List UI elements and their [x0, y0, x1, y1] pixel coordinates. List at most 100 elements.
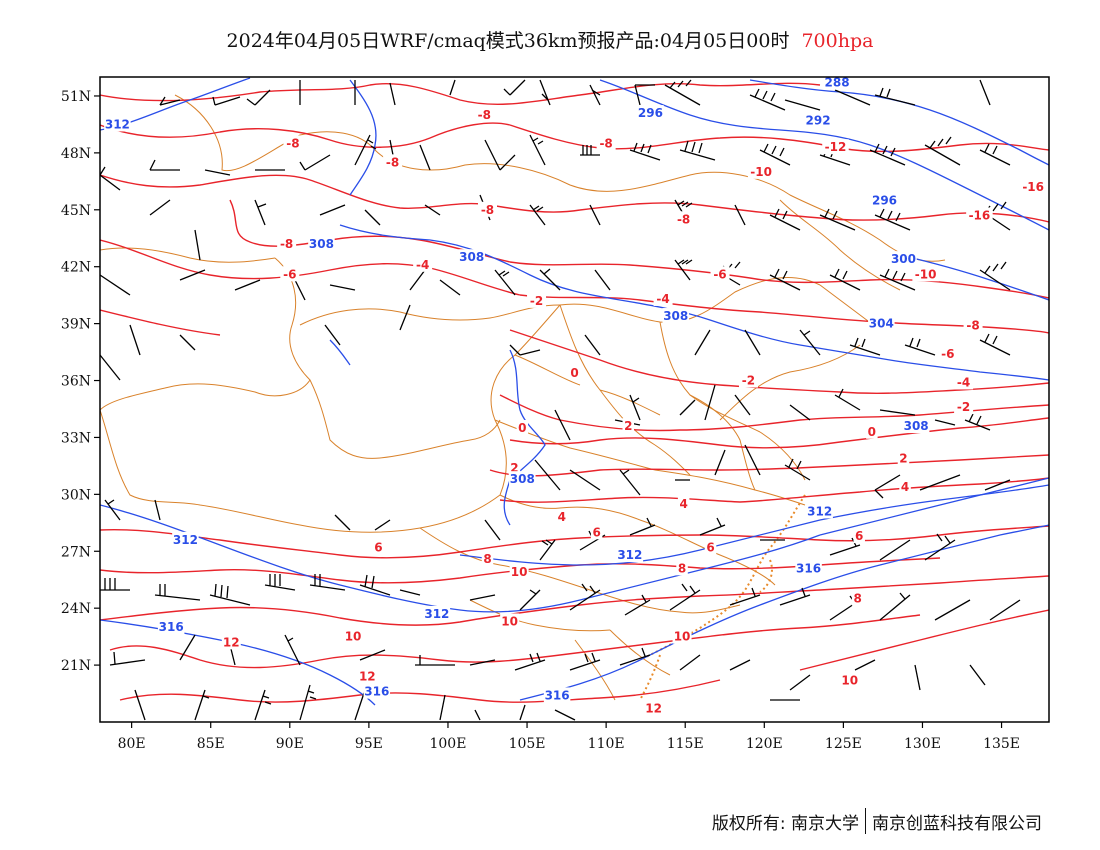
temperature-contour-label: 0 [868, 425, 876, 439]
temperature-contour-label: -8 [280, 237, 293, 251]
temperature-contour-label: -10 [750, 165, 772, 179]
height-contour-label: 308 [904, 419, 929, 433]
temperature-contour-label: -4 [957, 375, 970, 389]
temperature-contour-label-bg [221, 634, 241, 650]
temperature-labels: -8-8-8-8 -12-10-8-8-8-16-16-4-6-6 -10-2 -4-… [221, 106, 1047, 716]
height-contour-label-bg [902, 418, 930, 434]
height-contour-label-bg [509, 471, 536, 487]
lat-tick-label: 30N [61, 487, 91, 503]
temperature-contour-label-bg [568, 364, 581, 380]
height-contour-label-bg [308, 235, 335, 251]
temperature-contour-label: 10 [674, 630, 691, 644]
lon-tick-label: 120E [746, 736, 783, 752]
temperature-contour-label: -8 [966, 319, 979, 333]
temperature-contour-label: -8 [599, 136, 612, 150]
temperature-contour-label: -8 [677, 212, 690, 226]
temperature-contour-label-bg [710, 266, 730, 282]
lat-tick-label: 48N [61, 146, 91, 162]
height-contour-label-bg [662, 308, 689, 324]
temperature-contour-label: 12 [359, 669, 376, 683]
footer-credits: 版权所有: 南京大学 南京创蓝科技有限公司 [712, 808, 1042, 834]
temperature-contour-label: 2 [899, 451, 907, 465]
temperature-contour-label: 0 [518, 421, 526, 435]
height-contour-label-bg [637, 105, 664, 121]
temperature-contour-label-bg [556, 509, 568, 525]
lon-tick-label: 85E [197, 736, 225, 752]
temperature-contour-label: 2 [510, 461, 518, 475]
temperature-contour-label-bg [508, 459, 521, 475]
temperature-contour-label: -6 [941, 347, 954, 361]
temperature-contour-label: 12 [645, 702, 662, 716]
height-contour-label: 308 [510, 472, 535, 486]
height-contour-label-bg [806, 503, 833, 519]
temperature-contour-label-bg [644, 700, 664, 716]
temperature-contour-label: 0 [570, 366, 578, 380]
temperature-contour-label-bg [674, 211, 694, 227]
plot-frame [99, 76, 1050, 723]
height-contour-label: 316 [796, 561, 821, 575]
lat-tick-label: 51N [61, 89, 91, 105]
height-contour-label-bg [616, 547, 644, 563]
temperature-contour-label-bg [677, 495, 690, 511]
temperature-contour-label: 6 [706, 540, 714, 554]
temperature-contour-label: -6 [283, 267, 296, 281]
temperature-contour-label-bg [596, 135, 616, 151]
temperature-contour-label-bg [474, 106, 494, 122]
lat-tick-label: 45N [61, 203, 91, 219]
temperature-contour-label: -4 [416, 258, 429, 272]
temperature-contour-label-bg [478, 201, 498, 217]
temperature-contour-label-bg [747, 163, 775, 179]
lat-tick-label: 42N [61, 260, 91, 276]
temperature-contour-label-bg [954, 374, 974, 390]
temperature-contour-label: 4 [679, 497, 687, 511]
title-main: 2024年04月05日WRF/cmaq模式36km预报产品:04月05日00时 [226, 30, 790, 52]
height-contour-label: 308 [663, 309, 688, 323]
height-contour-label-bg [823, 77, 851, 90]
height-contour-label-bg [363, 683, 391, 699]
temperature-contour-label-bg [622, 418, 635, 434]
temperature-contour-label-bg [704, 539, 717, 555]
lat-tick-label: 36N [61, 374, 91, 390]
height-contour-label-bg [868, 315, 895, 331]
temperature-contour-label: 10 [345, 630, 362, 644]
temperature-contour-label-bg [851, 590, 864, 606]
temperature-contour-label-bg [527, 292, 547, 308]
lon-tick-label: 130E [904, 736, 941, 752]
footer-separator [865, 808, 866, 834]
temperature-contour-label-bg [500, 613, 520, 629]
temperature-contour-label: 10 [841, 673, 858, 687]
height-contour-label-bg [543, 687, 571, 703]
temperature-contour-label: -8 [386, 155, 399, 169]
temperature-contour-label-bg [966, 207, 993, 223]
longitude-axis: 80E 85E 90E 95E 100E 105E 110E 115E 120E 125E 130E… [118, 722, 1020, 752]
lon-tick-label: 125E [825, 736, 862, 752]
temperature-contour-label-bg [383, 154, 403, 170]
temperature-contour-label-bg [866, 423, 878, 439]
height-contour-label: 292 [806, 114, 831, 128]
temperature-contour-label: 8 [678, 561, 686, 575]
temperature-contour-label-bg [938, 345, 958, 361]
temperature-contour-label: -8 [478, 108, 491, 122]
lat-tick-label: 27N [61, 544, 91, 560]
temperature-contour-label-bg [853, 528, 865, 544]
temperature-contour-label-bg [653, 290, 673, 306]
temperature-contour-label-bg [897, 450, 910, 466]
boundary-lines [100, 94, 946, 701]
temperature-contour-label: -8 [481, 203, 494, 217]
temperature-contour-label: -6 [713, 267, 726, 281]
temperature-contour-label: 2 [624, 419, 632, 433]
temperature-contour-label: 6 [592, 525, 600, 539]
height-contour-label-bg [172, 531, 199, 547]
height-contour-label: 296 [638, 106, 663, 120]
height-contours [100, 77, 1049, 706]
temperature-contour-label: 4 [901, 480, 909, 494]
lat-tick-label: 39N [61, 317, 91, 333]
temperature-contour-label: 8 [483, 552, 491, 566]
temperature-contour-label-bg [277, 235, 297, 251]
lon-tick-label: 90E [276, 736, 304, 752]
lon-tick-label: 135E [983, 736, 1020, 752]
company-text: 南京创蓝科技有限公司 [872, 813, 1042, 834]
temperature-contour-label-bg [516, 419, 529, 435]
lon-tick-label: 115E [667, 736, 704, 752]
